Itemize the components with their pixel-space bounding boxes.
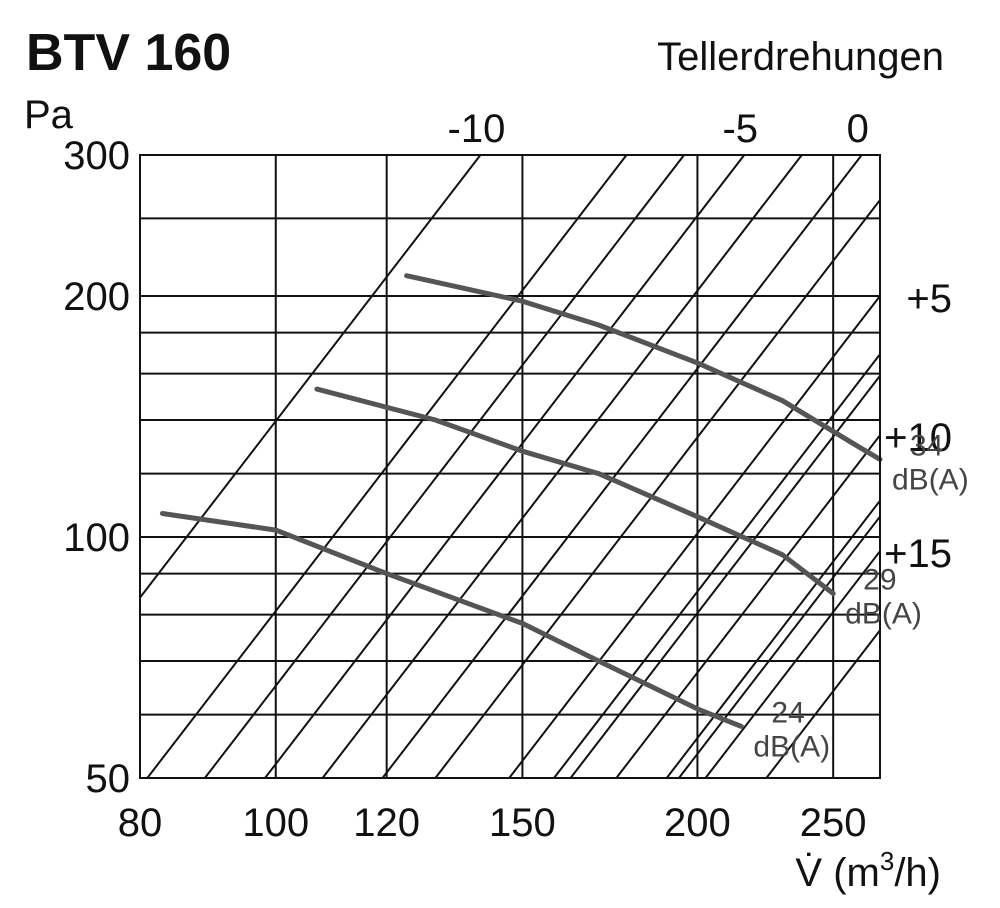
- setting-line: [264, 154, 746, 779]
- db-label-value: 24: [771, 696, 804, 729]
- plot-frame: [139, 154, 881, 779]
- y-tick-labels: 50 100 200 300: [63, 134, 130, 801]
- setting-line: [615, 434, 881, 779]
- db-label-value: 29: [863, 563, 896, 596]
- noise-curves: [159, 273, 883, 729]
- x-tick-label: 150: [489, 801, 556, 845]
- turn-label: -5: [722, 107, 758, 151]
- top-axis-title: Tellerdrehungen: [657, 35, 944, 79]
- setting-line: [146, 154, 628, 779]
- x-tick-label: 200: [664, 801, 731, 845]
- setting-line: [434, 199, 881, 779]
- y-tick-label: 100: [63, 516, 130, 560]
- y-tick-label: 50: [86, 757, 131, 801]
- turn-labels: -10 -5 0 +5 +10 +15: [448, 107, 952, 576]
- noise-curve: [314, 386, 836, 596]
- turn-label: 0: [847, 107, 869, 151]
- db-label-value: 34: [910, 429, 943, 462]
- noise-curve: [159, 511, 744, 729]
- setting-line: [665, 500, 881, 779]
- y-unit-label: Pa: [24, 93, 74, 137]
- setting-line: [381, 154, 863, 779]
- setting-line: [678, 515, 881, 779]
- setting-line: [569, 375, 881, 779]
- chart-title: BTV 160: [26, 24, 231, 82]
- setting-line: [765, 629, 881, 779]
- setting-lines: [139, 154, 881, 779]
- db-label-unit: dB(A): [753, 730, 830, 763]
- setting-line: [321, 154, 803, 779]
- setting-line: [139, 154, 482, 599]
- x-axis-label: V̇ (m3/h): [795, 846, 941, 895]
- x-tick-label: 250: [800, 801, 867, 845]
- turn-label: -10: [448, 107, 506, 151]
- db-label-unit: dB(A): [845, 597, 922, 630]
- turn-label: +5: [906, 277, 952, 321]
- turn-label: +10: [884, 416, 952, 460]
- setting-line: [704, 550, 881, 779]
- noise-curve: [404, 273, 883, 462]
- x-tick-label: 100: [242, 801, 309, 845]
- setting-line: [204, 154, 685, 779]
- setting-line: [508, 295, 881, 779]
- db-label-unit: dB(A): [892, 463, 969, 496]
- turn-label: +15: [884, 532, 952, 576]
- y-tick-label: 200: [63, 275, 130, 319]
- grid: [139, 155, 880, 779]
- y-tick-label: 300: [63, 134, 130, 178]
- x-tick-label: 120: [353, 801, 420, 845]
- x-tick-labels: 80 100 120 150 200 250: [118, 801, 867, 845]
- x-tick-label: 80: [118, 801, 163, 845]
